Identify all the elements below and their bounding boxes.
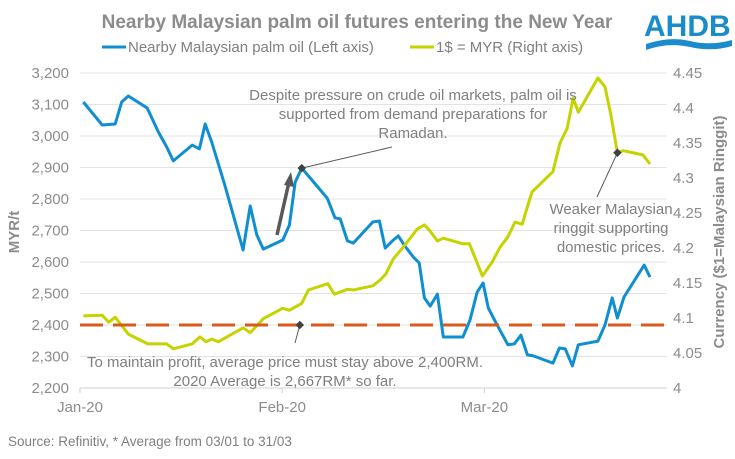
left-tick-label: 2,700 — [31, 223, 69, 240]
annotation-text-ramadan: supported from demand preparations for — [279, 106, 547, 123]
left-tick-label: 3,000 — [31, 128, 69, 145]
left-tick-label: 3,200 — [31, 65, 69, 82]
gridlines — [80, 72, 667, 389]
right-axis-ticks: 4 4.05 4.1 4.15 4.2 4.25 4.3 4.35 4.4 4.45 — [673, 65, 702, 397]
x-axis: Jan-20 Feb-20 Mar-20 — [57, 388, 508, 416]
rising-price-arrowhead-icon — [284, 172, 294, 187]
right-tick-label: 4.05 — [673, 345, 702, 362]
myr-exchange-rate-line — [83, 76, 652, 351]
legend-label-palm-oil: Nearby Malaysian palm oil (Left axis) — [128, 39, 374, 56]
right-tick-label: 4.35 — [673, 135, 702, 152]
x-tick-label: Jan-20 — [57, 399, 103, 416]
rising-price-arrow — [275, 181, 291, 236]
chart-title: Nearby Malaysian palm oil futures enteri… — [102, 12, 613, 33]
left-tick-label: 2,500 — [31, 286, 69, 303]
annotation-marker-ringgit — [613, 148, 622, 158]
annotation-text-ringgit: domestic prices. — [557, 239, 665, 256]
annotation-text-ringgit: Weaker Malaysian — [549, 201, 672, 218]
left-axis-ticks: 2,200 2,300 2,400 2,500 2,600 2,700 2,800 2,900… — [31, 65, 69, 397]
annotation-text-ringgit: ringgit supporting — [553, 220, 668, 237]
x-tick-label: Mar-20 — [461, 399, 509, 416]
left-tick-label: 3,100 — [31, 97, 69, 114]
legend: Nearby Malaysian palm oil (Left axis) 1$… — [102, 39, 583, 56]
annotation-marker-profit — [295, 320, 305, 330]
left-tick-label: 2,800 — [31, 191, 69, 208]
logo-wave-icon — [646, 39, 732, 50]
source-note: Source: Refinitiv, * Average from 03/01 … — [8, 434, 292, 449]
right-tick-label: 4 — [673, 380, 681, 397]
left-tick-label: 2,400 — [31, 317, 69, 334]
ahdb-logo: AHDB — [644, 10, 732, 50]
x-tick-label: Feb-20 — [258, 399, 306, 416]
logo-text: AHDB — [644, 10, 731, 43]
annotation-leader-ramadan — [301, 146, 393, 169]
annotation-text-ramadan: Ramadan. — [378, 125, 447, 142]
left-tick-label: 2,200 — [31, 380, 69, 397]
right-tick-label: 4.45 — [673, 65, 702, 82]
right-tick-label: 4.15 — [673, 275, 702, 292]
annotation-text-ramadan: Despite pressure on crude oil markets, p… — [249, 87, 577, 104]
palm-oil-line — [82, 94, 652, 368]
series-layer — [80, 76, 667, 368]
left-tick-label: 2,900 — [31, 160, 69, 177]
annotations-layer: Despite pressure on crude oil markets, p… — [87, 87, 673, 390]
annotation-leader-ringgit — [596, 152, 618, 198]
right-tick-label: 4.3 — [673, 170, 694, 187]
annotation-text-profit: To maintain profit, average price must s… — [87, 354, 483, 371]
legend-label-myr: 1$ = MYR (Right axis) — [436, 39, 583, 56]
right-tick-label: 4.4 — [673, 100, 694, 117]
left-tick-label: 2,600 — [31, 254, 69, 271]
right-tick-label: 4.1 — [673, 310, 694, 327]
right-tick-label: 4.2 — [673, 240, 694, 257]
right-tick-label: 4.25 — [673, 205, 702, 222]
left-axis-title: MYR/t — [6, 211, 23, 254]
annotation-text-profit: 2020 Average is 2,667RM* so far. — [173, 373, 396, 390]
right-axis-title: Currency ($1=Malaysian Ringgit) — [711, 116, 728, 349]
left-tick-label: 2,300 — [31, 349, 69, 366]
annotation-marker-ramadan — [297, 163, 306, 173]
